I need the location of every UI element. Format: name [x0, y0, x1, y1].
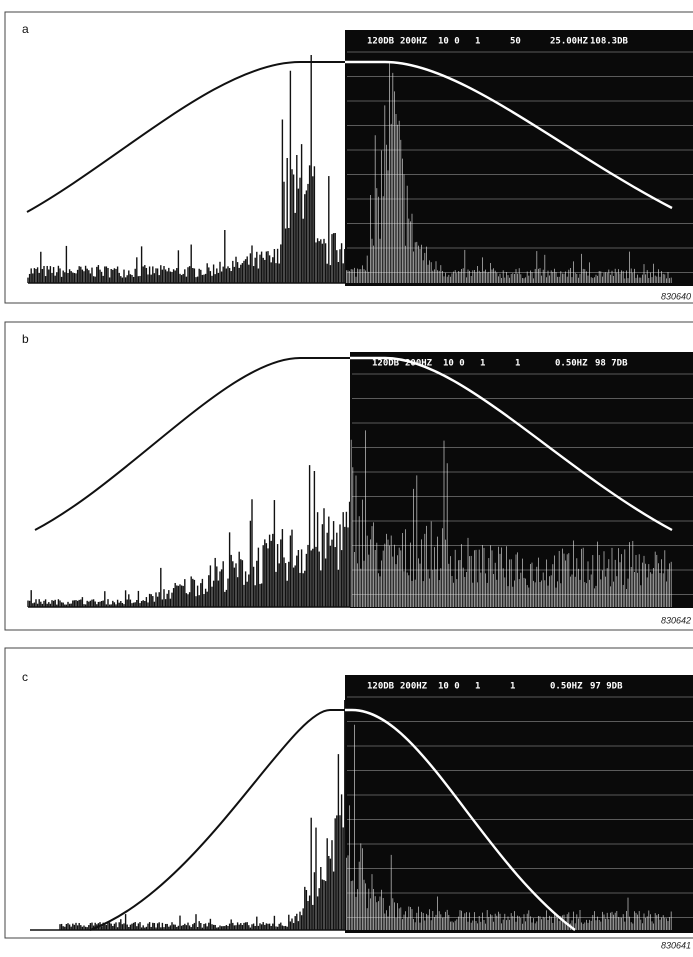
readout-field: 50	[510, 37, 521, 47]
display-screen	[345, 30, 693, 286]
readout-field: 1	[510, 682, 515, 692]
figure-id: 830641	[661, 940, 691, 950]
display-screen	[350, 352, 693, 608]
filter-curve-screen	[350, 356, 673, 532]
readout-field: 120DB	[367, 682, 395, 692]
readout-field: 98 7DB	[595, 359, 628, 369]
readout-field: 120DB	[372, 359, 400, 369]
panel-label: c	[22, 670, 28, 684]
readout-field: 10 0	[438, 37, 460, 47]
figure-id: 830640	[661, 291, 691, 301]
panel-frame	[4, 321, 693, 631]
panel-frame	[4, 11, 693, 304]
readout-field: 108.3DB	[590, 37, 629, 47]
readout-field: 1	[515, 359, 520, 369]
readout-field: 120DB	[367, 37, 395, 47]
figure-id: 830642	[661, 615, 691, 625]
readout-field: 1	[475, 682, 480, 692]
filter-curve-screen	[345, 60, 673, 210]
readout-field: 1	[480, 359, 485, 369]
panel-label: a	[22, 22, 29, 36]
filter-curve-screen	[345, 708, 576, 931]
readout-field: 10 0	[438, 682, 460, 692]
panel-label: b	[22, 332, 29, 346]
readout-field: 25.00HZ	[550, 37, 589, 47]
readout-field: 10 0	[443, 359, 465, 369]
readout-field: 200HZ	[405, 359, 433, 369]
readout-field: 200HZ	[400, 37, 428, 47]
readout-field: 1	[475, 37, 480, 47]
readout-field: 0.50HZ	[550, 682, 583, 692]
readout-field: 200HZ	[400, 682, 428, 692]
readout-field: 97 9DB	[590, 682, 623, 692]
panel-frame	[4, 647, 693, 939]
display-screen	[345, 675, 693, 933]
readout-field: 0.50HZ	[555, 359, 588, 369]
